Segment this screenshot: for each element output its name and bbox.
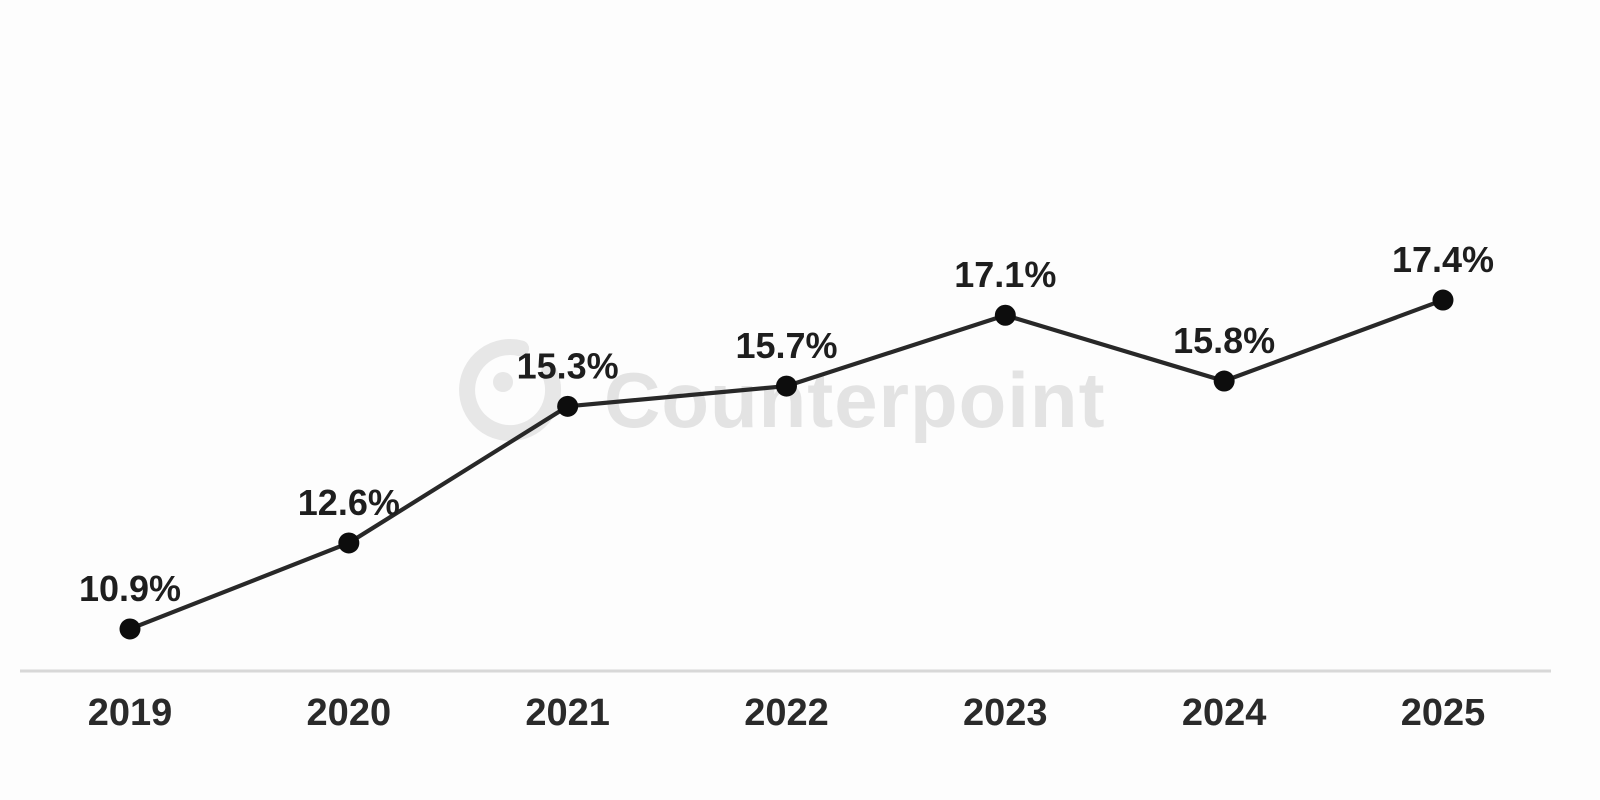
point-label-2022: 15.7% — [735, 325, 837, 366]
point-label-2024: 15.8% — [1173, 320, 1275, 361]
x-tick-label-2019: 2019 — [88, 692, 173, 734]
data-point-2022 — [775, 375, 797, 397]
point-label-2021: 15.3% — [517, 345, 619, 386]
data-point-2019 — [119, 618, 141, 640]
watermark-logo-dot-icon — [493, 372, 513, 392]
x-tick-label-2021: 2021 — [525, 692, 610, 734]
x-tick-label-2025: 2025 — [1401, 692, 1486, 734]
watermark: Counterpoint — [459, 339, 1106, 444]
data-point-2021 — [557, 395, 579, 417]
data-point-2025 — [1432, 289, 1454, 311]
data-point-2020 — [338, 532, 360, 554]
point-label-2023: 17.1% — [954, 254, 1056, 295]
watermark-logo-ring-icon — [459, 339, 561, 442]
x-tick-label-2020: 2020 — [307, 692, 392, 734]
watermark-text: Counterpoint — [604, 356, 1106, 444]
data-point-2024 — [1213, 370, 1235, 392]
x-tick-label-2022: 2022 — [744, 692, 829, 734]
x-tick-label-2024: 2024 — [1182, 692, 1267, 734]
point-label-2025: 17.4% — [1392, 239, 1494, 280]
point-label-2020: 12.6% — [298, 482, 400, 523]
point-label-2019: 10.9% — [79, 568, 181, 609]
data-point-2023 — [994, 304, 1016, 326]
x-tick-label-2023: 2023 — [963, 692, 1048, 734]
